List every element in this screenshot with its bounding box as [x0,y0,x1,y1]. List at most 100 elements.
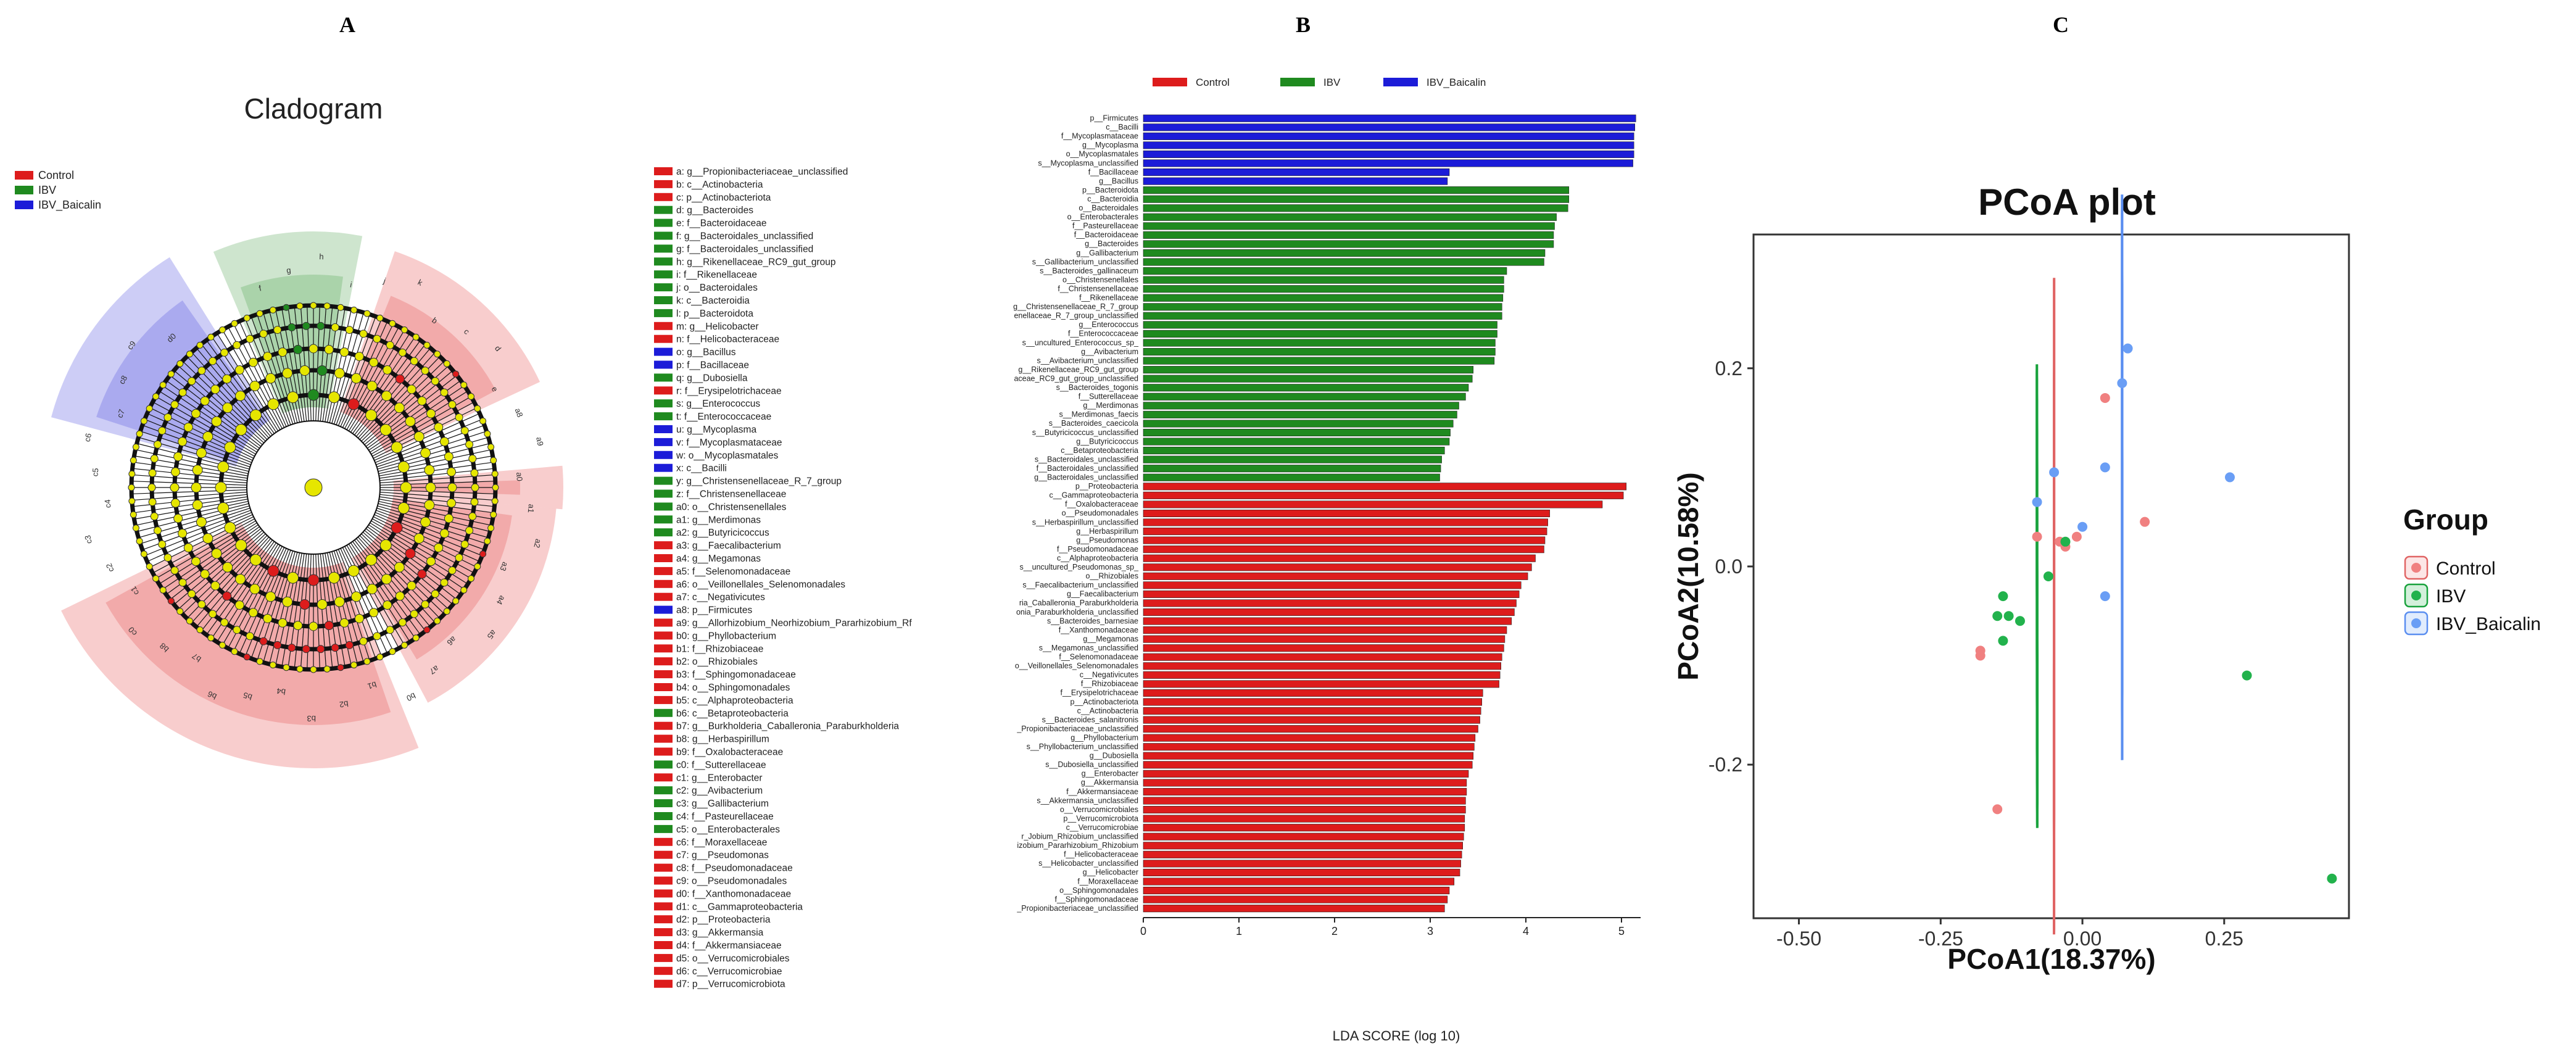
pcoa-axes: -0.50 -0.25 0.00 0.25 0.2 0.0 -0.2 [1708,357,2243,950]
cladogram-node [202,431,213,442]
cladogram-key-swatch [654,850,673,859]
cladogram-node [487,443,495,450]
lda-bar [1143,725,1478,733]
cladogram-sector-label: c5 [90,468,100,477]
cladogram-node [468,512,477,521]
cladogram-key-swatch [654,257,673,266]
cladogram-node [256,310,263,317]
lda-bar [1143,150,1634,158]
cladogram-node [491,470,499,478]
cladogram-subsector [96,300,268,463]
cladogram-node [158,540,167,549]
lda-bar [1143,500,1603,508]
pcoa-y-axis-label: PCoA2(10.58%) [1672,472,1704,680]
cladogram-node [421,367,429,375]
cladogram-node [413,431,425,442]
cladogram-key-swatch [654,438,673,446]
cladogram-node [317,365,328,376]
lda-bar-label: s__Megamonas_unclassified [1039,644,1138,652]
pcoa-point-ibv_baicalin [2032,497,2042,507]
cladogram-branch [131,481,247,486]
lda-bar [1143,868,1460,876]
cladogram-node [434,543,444,553]
cladogram-key-label: h: g__Rikenellaceae_RC9_gut_group [676,257,836,267]
cladogram-key-swatch [654,902,673,911]
lda-bar [1143,357,1495,365]
cladogram-branch [144,418,252,463]
cladogram-node [331,644,339,652]
cladogram-key-label: b0: g__Phyllobacterium [676,631,776,641]
cladogram-title: Cladogram [244,93,383,125]
cladogram-node [152,393,160,400]
cladogram-node [197,367,206,375]
cladogram-key-label: c2: g__Avibacterium [676,786,763,796]
cladogram-node [434,351,441,358]
lda-x-tick-label: 3 [1427,925,1433,937]
cladogram-sector-label: i [349,280,353,289]
cladogram-node [470,469,479,478]
cladogram-key-label: b: c__Actinobacteria [676,180,763,190]
lda-bar [1143,527,1547,536]
lda-bar [1143,563,1532,571]
cladogram-node [465,526,474,535]
cladogram-sector-label: a3 [498,560,510,572]
cladogram-node [407,581,416,591]
cladogram-branch [325,553,346,667]
lda-bar [1143,761,1473,769]
cladogram-node [345,326,354,334]
pcoa-point-ibv [2060,536,2071,547]
cladogram-branch [331,551,364,663]
cladogram-key-label: b7: g__Burkholderia_Caballeronia_Parabur… [676,721,899,732]
cladogram-key-label: b6: c__Betaproteobacteria [676,708,789,719]
cladogram-key-label: b4: o__Sphingomonadales [676,683,790,693]
lda-x-tick-label: 2 [1331,925,1338,937]
lda-bar-label: g__Phyllobacterium [1071,733,1138,742]
lda-bar [1143,347,1496,356]
cladogram-node [337,664,344,671]
cladogram-node [465,440,474,449]
cladogram-node [176,608,184,615]
pcoa-point-control [2140,517,2150,527]
cladogram-node [146,405,153,412]
lda-bar-label: p__Actinobacteriota [1071,697,1139,706]
lda-bar-label: g__Megamonas [1083,634,1138,643]
cladogram-branch [375,512,482,557]
lda-bar-label: f__Akkermansiaceae [1066,787,1138,796]
lda-bar-label: g__Pseudomonas [1076,536,1138,544]
cladogram-node [159,381,167,389]
cladogram-key-label: b9: f__Oxalobacteraceae [676,747,783,758]
cladogram-key-swatch [654,799,673,808]
cladogram-node [196,517,207,528]
lda-chart: Control IBV IBV_Baicalin p__Firmicutesc__B… [1013,77,1641,1044]
lda-bar-label: g__Christensenellaceae_R_7_group [1013,302,1138,311]
cladogram-key-swatch [654,360,673,369]
cladogram-key-label: d0: f__Xanthomonadaceae [676,889,791,899]
cladogram-node [192,465,203,476]
cladogram-node [310,302,317,309]
cladogram-node [265,373,276,384]
lda-bar [1143,887,1450,895]
cladogram-branch [342,547,394,652]
pcoa-point-control [1992,804,2003,815]
cladogram-node [443,608,450,615]
cladogram-node [331,323,339,331]
cladogram-branch [233,547,285,652]
cladogram-key-label: c1: g__Enterobacter [676,773,763,783]
cladogram-sector-label: c2 [104,562,116,573]
cladogram-node [431,589,439,598]
cladogram-node [265,591,276,602]
pcoa-point-ibv [2043,571,2053,581]
cladogram-node [337,304,344,311]
pcoa-point-ibv [1992,611,2003,621]
cladogram-key-swatch [654,941,673,949]
cladogram-node [140,550,147,558]
cladogram-key-swatch [654,979,673,988]
pcoa-y-tick-label: -0.2 [1708,753,1742,776]
cladogram-node [410,357,418,365]
cladogram-node [421,600,429,608]
cladogram-node [209,610,217,618]
cladogram-branch [317,305,327,421]
cladogram-node [401,641,408,649]
cladogram-node [278,347,288,357]
cladogram-node [273,326,282,334]
